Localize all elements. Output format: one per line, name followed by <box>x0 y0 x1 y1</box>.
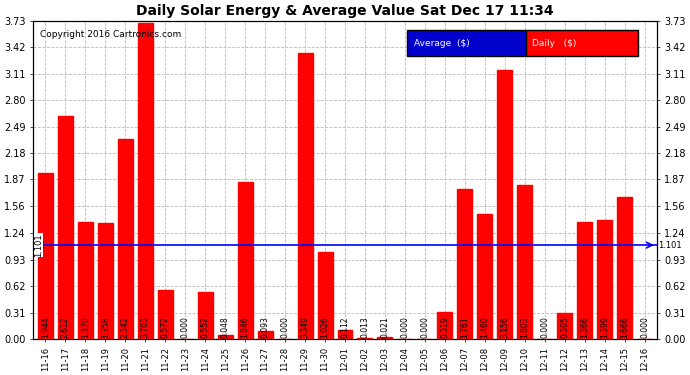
Text: Daily   ($): Daily ($) <box>532 39 576 48</box>
Bar <box>337 330 353 339</box>
Bar <box>598 220 612 339</box>
Text: 0.000: 0.000 <box>281 316 290 338</box>
Text: 1.366: 1.366 <box>580 316 589 338</box>
Text: 0.000: 0.000 <box>640 316 649 338</box>
Bar <box>237 182 253 339</box>
Text: 0.000: 0.000 <box>540 316 549 338</box>
Text: 1.358: 1.358 <box>101 316 110 338</box>
Bar <box>197 292 213 339</box>
Bar <box>357 338 373 339</box>
Bar <box>257 331 273 339</box>
Text: 3.349: 3.349 <box>301 316 310 338</box>
Text: Copyright 2016 Cartronics.com: Copyright 2016 Cartronics.com <box>39 30 181 39</box>
Bar <box>138 23 152 339</box>
FancyBboxPatch shape <box>526 30 638 56</box>
Text: 0.572: 0.572 <box>161 316 170 338</box>
Text: 1.101: 1.101 <box>34 233 43 257</box>
Bar <box>377 337 393 339</box>
Text: 3.703: 3.703 <box>141 316 150 338</box>
Text: 1.846: 1.846 <box>241 316 250 338</box>
Text: 0.093: 0.093 <box>261 316 270 338</box>
Text: 0.305: 0.305 <box>560 316 569 338</box>
Bar <box>217 335 233 339</box>
Bar <box>78 222 92 339</box>
Text: Average  ($): Average ($) <box>413 39 469 48</box>
Text: 1.101: 1.101 <box>658 241 682 250</box>
Bar <box>118 139 132 339</box>
Bar <box>297 53 313 339</box>
Text: 0.319: 0.319 <box>440 316 449 338</box>
Text: 0.112: 0.112 <box>340 317 350 338</box>
Bar <box>497 70 513 339</box>
Text: 0.000: 0.000 <box>420 316 429 338</box>
Text: 1.370: 1.370 <box>81 316 90 338</box>
Text: 0.000: 0.000 <box>400 316 409 338</box>
Bar <box>38 173 53 339</box>
Text: 3.156: 3.156 <box>500 316 509 338</box>
Bar <box>477 214 493 339</box>
Bar <box>58 116 72 339</box>
Bar <box>518 185 532 339</box>
Text: 1.460: 1.460 <box>480 316 489 338</box>
Text: 0.552: 0.552 <box>201 316 210 338</box>
Text: 0.021: 0.021 <box>380 316 389 338</box>
Text: 0.000: 0.000 <box>181 316 190 338</box>
Bar <box>158 290 172 339</box>
Bar <box>578 222 592 339</box>
FancyBboxPatch shape <box>407 30 526 56</box>
Bar <box>437 312 453 339</box>
Text: 0.013: 0.013 <box>360 316 369 338</box>
Text: 2.612: 2.612 <box>61 317 70 338</box>
Text: 1.761: 1.761 <box>460 316 469 338</box>
Text: 2.342: 2.342 <box>121 316 130 338</box>
Bar <box>618 197 632 339</box>
Text: 0.048: 0.048 <box>221 316 230 338</box>
Bar <box>98 223 112 339</box>
Text: 1.944: 1.944 <box>41 316 50 338</box>
Text: 1.803: 1.803 <box>520 316 529 338</box>
Text: 1.666: 1.666 <box>620 316 629 338</box>
Text: 1.026: 1.026 <box>321 316 330 338</box>
Title: Daily Solar Energy & Average Value Sat Dec 17 11:34: Daily Solar Energy & Average Value Sat D… <box>136 4 554 18</box>
Bar <box>457 189 473 339</box>
Text: 1.399: 1.399 <box>600 316 609 338</box>
Bar <box>558 313 572 339</box>
Bar <box>317 252 333 339</box>
